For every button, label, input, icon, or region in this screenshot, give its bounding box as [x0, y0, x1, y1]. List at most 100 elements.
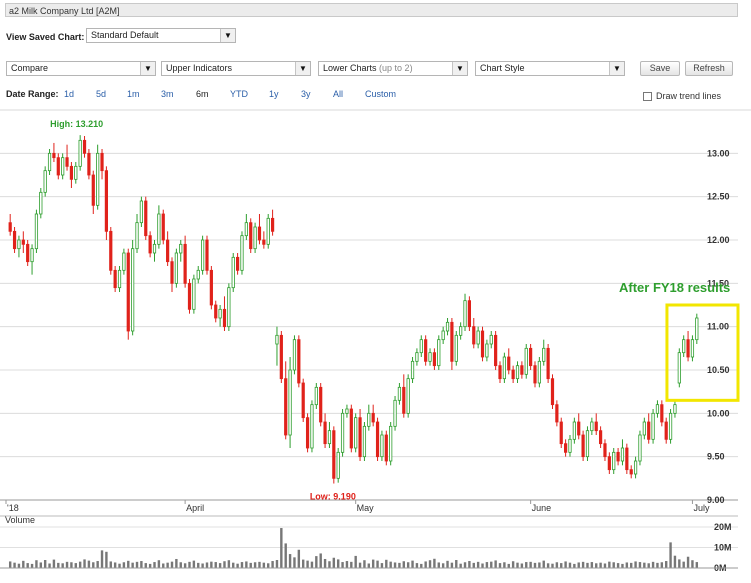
volume-bar	[157, 560, 161, 568]
range-option-1y[interactable]: 1y	[269, 89, 279, 99]
candle-body	[8, 222, 12, 232]
candle	[550, 374, 555, 409]
y-tick-label: 13.00	[707, 148, 730, 158]
candle	[78, 135, 82, 171]
candle	[690, 335, 695, 362]
candle-body	[113, 269, 117, 289]
upper-indicators-select[interactable]: Upper Indicators ▼	[161, 61, 311, 76]
y-tick-label: 12.50	[707, 192, 730, 202]
volume-bar	[201, 563, 204, 568]
y-axis-labels: 9.00 9.50 10.00 10.50 11.00 11.50 12.00 12.50 13…	[707, 148, 730, 505]
refresh-button[interactable]: Refresh	[685, 61, 733, 76]
candle-body	[581, 434, 585, 458]
volume-bar	[608, 561, 611, 568]
range-option-1d[interactable]: 1d	[64, 89, 75, 99]
candle-body	[310, 404, 314, 449]
candle-body	[655, 404, 660, 414]
candle-body	[157, 213, 161, 245]
volume-bar	[179, 562, 182, 568]
candle-body	[358, 417, 362, 458]
candle-body	[52, 152, 56, 159]
candle-body	[26, 243, 30, 263]
volume-bar	[43, 560, 47, 568]
candle	[236, 253, 240, 275]
volume-bar	[35, 560, 38, 568]
save-button[interactable]: Save	[640, 61, 680, 76]
compare-select[interactable]: Compare ▼	[6, 61, 156, 76]
candle-body	[240, 235, 244, 271]
volume-bar	[625, 562, 629, 568]
annotations: High: 13.210 Low: 9.190 After FY18 results	[50, 119, 740, 502]
volume-bar	[664, 561, 668, 568]
range-option-5d[interactable]: 5d	[96, 89, 107, 99]
volume-bar	[354, 555, 357, 568]
volume-bar	[297, 549, 301, 568]
candle-body	[148, 235, 152, 254]
volume-bar	[686, 556, 690, 568]
candle-body	[651, 412, 655, 440]
candle	[249, 218, 253, 253]
candle-body	[74, 165, 78, 180]
candle	[21, 231, 25, 253]
volume-bar	[197, 562, 200, 568]
candle	[629, 465, 633, 479]
volume-bar	[214, 562, 217, 568]
candle-body	[380, 434, 384, 458]
candle	[270, 209, 275, 236]
range-option-6m[interactable]: 6m	[196, 89, 209, 99]
range-option-3y[interactable]: 3y	[301, 89, 311, 99]
candle	[183, 235, 187, 288]
trend-lines-checkbox[interactable]	[643, 92, 652, 101]
volume-bar	[236, 563, 239, 568]
candle-body	[152, 243, 157, 254]
range-option-all[interactable]: All	[333, 89, 344, 99]
lower-charts-select[interactable]: Lower Charts (up to 2) ▼	[318, 61, 468, 76]
candle	[668, 409, 673, 444]
volume-bar	[673, 555, 677, 568]
candle-body	[620, 447, 625, 462]
saved-chart-select[interactable]: Standard Default ▼	[86, 28, 236, 43]
candle	[69, 162, 74, 188]
candle	[660, 400, 664, 427]
candle-body	[677, 352, 681, 384]
volume-bar	[350, 561, 353, 568]
range-option-3m[interactable]: 3m	[161, 89, 174, 99]
candle-body	[647, 421, 651, 440]
range-option-1m[interactable]: 1m	[127, 89, 140, 99]
candle-body	[389, 425, 393, 462]
candle-body	[266, 217, 270, 245]
candle-body	[502, 356, 506, 380]
candle-body	[686, 339, 690, 358]
candle	[201, 235, 205, 275]
candle-body	[590, 421, 594, 432]
candle-body	[629, 469, 633, 475]
candle	[384, 430, 388, 466]
candle-body	[463, 300, 467, 328]
candle	[507, 348, 511, 375]
range-option-ytd[interactable]: YTD	[230, 89, 248, 99]
candle	[91, 170, 95, 214]
candle	[131, 240, 135, 336]
chevron-down-icon: ▼	[452, 62, 467, 75]
candle-body	[166, 239, 170, 263]
range-option-custom[interactable]: Custom	[365, 89, 397, 99]
volume-bar	[455, 560, 458, 568]
volume-bar	[39, 562, 43, 568]
volume-bar	[371, 559, 375, 568]
candle	[546, 344, 550, 383]
candle-body	[537, 360, 541, 384]
chevron-down-icon: ▼	[609, 62, 624, 75]
volume-bar	[52, 559, 56, 568]
candle-body	[270, 217, 275, 232]
volume-bar	[183, 563, 187, 568]
candle-body	[109, 230, 113, 271]
candle	[607, 452, 611, 474]
volume-bar	[437, 562, 440, 568]
volume-bar	[170, 561, 174, 568]
chart-style-select[interactable]: Chart Style ▼	[475, 61, 625, 76]
candle	[292, 335, 297, 375]
candle	[638, 430, 642, 466]
candle	[161, 209, 165, 245]
candle-body	[222, 308, 227, 328]
